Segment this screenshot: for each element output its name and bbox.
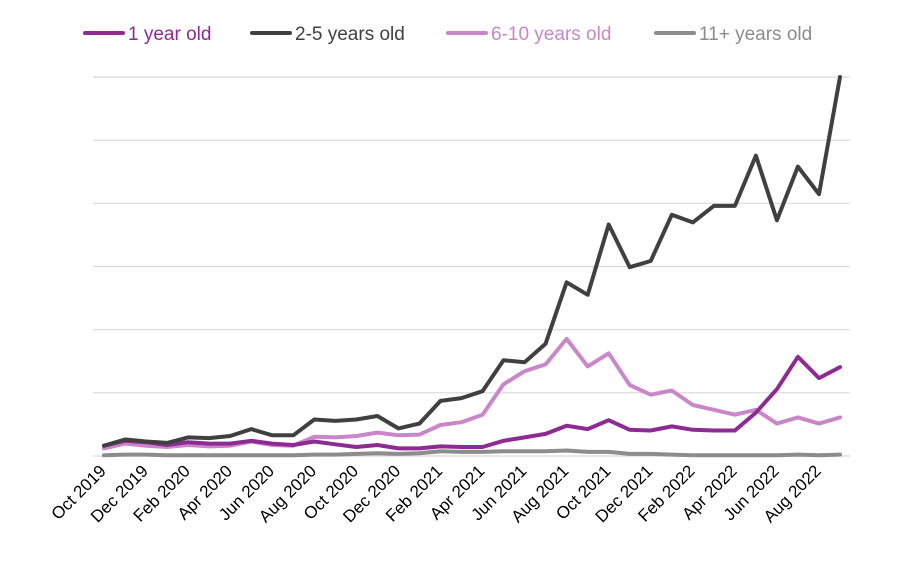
series-lines bbox=[102, 75, 842, 458]
legend-item: 6-10 years old bbox=[446, 24, 611, 45]
legend-label: 11+ years old bbox=[699, 24, 812, 45]
series-line-6-10-years-old bbox=[102, 336, 842, 451]
legend-item: 2-5 years old bbox=[250, 24, 405, 45]
series-line-11plus-years-old bbox=[102, 448, 842, 458]
legend-label: 1 year old bbox=[128, 24, 211, 45]
gridlines bbox=[93, 76, 850, 457]
series-line-2-5-years-old bbox=[102, 75, 842, 448]
legend-item: 11+ years old bbox=[654, 24, 812, 45]
legend-item: 1 year old bbox=[83, 24, 211, 45]
chart-legend: 1 year old 2-5 years old 6-10 years old 11+… bbox=[83, 24, 812, 45]
legend-label: 6-10 years old bbox=[491, 24, 611, 45]
series-line-1-year-old bbox=[102, 354, 842, 451]
legend-label: 2-5 years old bbox=[295, 24, 405, 45]
